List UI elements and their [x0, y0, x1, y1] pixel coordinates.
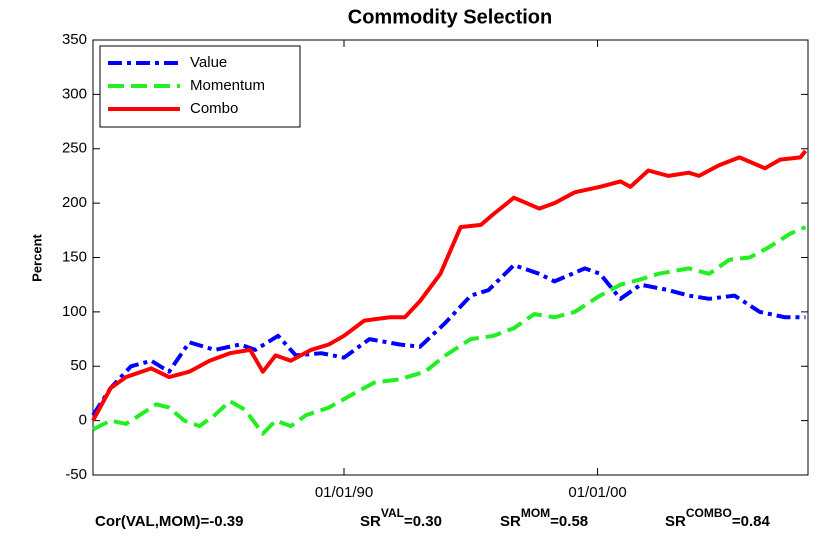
- y-tick-label: -50: [65, 466, 87, 483]
- annotation-sup: COMBO: [686, 506, 732, 520]
- legend-label: Combo: [190, 100, 238, 117]
- annotation-text: SR: [500, 513, 521, 530]
- annotation-sup: MOM: [521, 506, 550, 520]
- annotation: SRVAL=0.30: [360, 506, 442, 530]
- y-tick-label: 50: [70, 357, 87, 374]
- y-tick-label: 250: [62, 140, 87, 157]
- legend-label: Momentum: [190, 77, 265, 94]
- y-tick-label: 0: [79, 412, 87, 429]
- annotation: SRCOMBO=0.84: [665, 506, 770, 530]
- annotation-rest: =0.30: [404, 513, 442, 530]
- annotation-text: SR: [665, 513, 686, 530]
- y-tick-label: 150: [62, 248, 87, 265]
- chart-title: Commodity Selection: [348, 6, 552, 28]
- y-axis-label: Percent: [29, 233, 44, 281]
- x-tick-label: 01/01/00: [568, 484, 626, 501]
- y-tick-label: 200: [62, 194, 87, 211]
- series-line: [91, 149, 808, 422]
- annotation-text: Cor(VAL,MOM)=-0.39: [95, 513, 243, 530]
- y-tick-label: 100: [62, 303, 87, 320]
- series-line: [91, 263, 806, 417]
- annotation-text: SR: [360, 513, 381, 530]
- series-line: [92, 225, 807, 436]
- legend-label: Value: [190, 54, 227, 71]
- y-tick-label: 350: [62, 31, 87, 48]
- y-tick-label: 300: [62, 85, 87, 102]
- annotation-rest: =0.58: [550, 513, 588, 530]
- annotation-rest: =0.84: [732, 513, 771, 530]
- x-tick-label: 01/01/90: [315, 484, 373, 501]
- annotation-sup: VAL: [381, 506, 404, 520]
- annotation: Cor(VAL,MOM)=-0.39: [95, 513, 243, 530]
- annotation: SRMOM=0.58: [500, 506, 588, 530]
